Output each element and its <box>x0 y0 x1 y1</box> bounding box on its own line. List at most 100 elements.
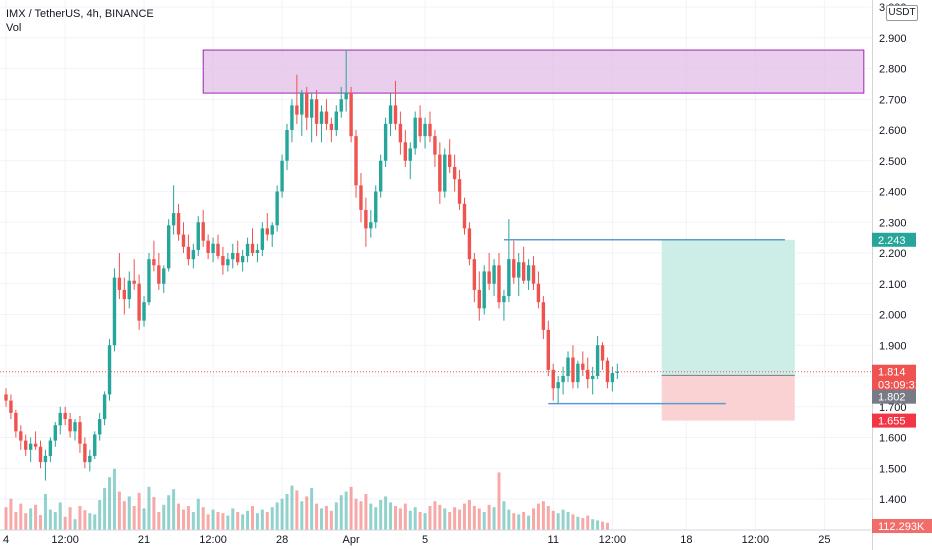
candle-body[interactable] <box>452 166 457 180</box>
candle-body[interactable] <box>255 249 260 253</box>
candle-body[interactable] <box>448 154 452 167</box>
candle-body[interactable] <box>152 259 156 266</box>
candle-body[interactable] <box>393 105 398 124</box>
candle-body[interactable] <box>250 243 255 253</box>
candle-body[interactable] <box>162 268 166 284</box>
candle-body[interactable] <box>462 203 467 229</box>
candle-body[interactable] <box>531 265 536 284</box>
candle-body[interactable] <box>181 234 186 247</box>
candle-body[interactable] <box>265 228 269 235</box>
candle-body[interactable] <box>403 142 408 161</box>
candle-body[interactable] <box>472 259 477 290</box>
candle-body[interactable] <box>438 154 442 192</box>
price-axis[interactable] <box>872 0 932 550</box>
candle-body[interactable] <box>443 154 447 192</box>
candle-body[interactable] <box>97 419 102 435</box>
candle-body[interactable] <box>236 253 240 263</box>
candle-body[interactable] <box>349 93 353 137</box>
candle-body[interactable] <box>211 243 215 253</box>
candle-body[interactable] <box>408 148 412 161</box>
candle-body[interactable] <box>196 222 200 250</box>
candle-body[interactable] <box>536 283 541 303</box>
candle-body[interactable] <box>240 256 245 263</box>
candle-body[interactable] <box>388 105 393 124</box>
candle-body[interactable] <box>171 213 176 226</box>
candle-body[interactable] <box>157 265 161 284</box>
candle-body[interactable] <box>526 265 531 281</box>
candle-body[interactable] <box>546 329 550 370</box>
candle-body[interactable] <box>334 111 339 130</box>
candle-body[interactable] <box>586 369 590 380</box>
candle-body[interactable] <box>590 376 595 380</box>
candle-body[interactable] <box>68 419 72 432</box>
candle-body[interactable] <box>300 93 304 115</box>
candle-body[interactable] <box>73 422 77 432</box>
candle-body[interactable] <box>78 422 82 444</box>
candle-body[interactable] <box>93 434 97 456</box>
candle-body[interactable] <box>191 249 196 260</box>
candle-body[interactable] <box>561 376 565 383</box>
candle-body[interactable] <box>216 243 220 257</box>
candle-body[interactable] <box>482 271 486 309</box>
candle-body[interactable] <box>354 136 358 186</box>
candle-body[interactable] <box>571 357 575 383</box>
candle-body[interactable] <box>576 363 580 383</box>
candle-body[interactable] <box>147 259 151 303</box>
candle-body[interactable] <box>551 369 555 389</box>
candle-body[interactable] <box>221 256 225 266</box>
candle-body[interactable] <box>457 179 462 204</box>
candle-body[interactable] <box>295 105 299 115</box>
long-position-profit-zone[interactable] <box>661 239 795 376</box>
candle-body[interactable] <box>142 302 146 321</box>
candle-body[interactable] <box>615 371 620 373</box>
candle-body[interactable] <box>319 111 324 124</box>
candle-body[interactable] <box>329 123 334 130</box>
candle-body[interactable] <box>507 259 511 297</box>
candle-body[interactable] <box>186 246 191 260</box>
candle-body[interactable] <box>53 425 57 441</box>
candle-body[interactable] <box>374 191 378 223</box>
candle-body[interactable] <box>275 191 279 226</box>
currency-unit-button[interactable]: USDT <box>886 5 918 21</box>
candle-body[interactable] <box>305 93 309 118</box>
symbol-title[interactable]: IMX / TetherUS, 4h, BINANCE <box>6 8 154 20</box>
candle-body[interactable] <box>600 345 605 361</box>
candle-body[interactable] <box>14 412 18 432</box>
candle-body[interactable] <box>122 289 127 300</box>
candle-body[interactable] <box>260 228 265 250</box>
candle-body[interactable] <box>58 412 62 426</box>
long-position-stop-zone[interactable] <box>661 375 795 421</box>
candle-body[interactable] <box>88 455 92 463</box>
candle-body[interactable] <box>492 265 496 284</box>
candle-body[interactable] <box>383 123 388 161</box>
candle-body[interactable] <box>378 160 383 192</box>
candle-body[interactable] <box>605 360 610 383</box>
candle-body[interactable] <box>512 259 516 278</box>
candle-body[interactable] <box>226 259 230 266</box>
candle-body[interactable] <box>428 123 432 137</box>
candle-body[interactable] <box>413 117 417 149</box>
candle-body[interactable] <box>127 280 131 300</box>
candle-body[interactable] <box>117 277 122 290</box>
resistance-zone-rectangle[interactable] <box>202 49 865 94</box>
candle-body[interactable] <box>309 99 314 118</box>
candle-body[interactable] <box>176 213 181 235</box>
candle-body[interactable] <box>581 363 585 370</box>
candle-body[interactable] <box>38 446 43 463</box>
candle-body[interactable] <box>166 225 171 269</box>
candle-body[interactable] <box>418 117 422 137</box>
candle-body[interactable] <box>502 296 506 303</box>
candle-body[interactable] <box>201 222 205 241</box>
candle-body[interactable] <box>290 105 294 130</box>
candle-body[interactable] <box>19 431 23 441</box>
candle-body[interactable] <box>369 222 373 229</box>
candle-body[interactable] <box>137 283 141 321</box>
candle-body[interactable] <box>610 372 615 383</box>
candle-body[interactable] <box>521 262 526 281</box>
candle-body[interactable] <box>83 443 87 463</box>
candle-body[interactable] <box>285 130 289 161</box>
candle-body[interactable] <box>48 440 53 456</box>
candle-body[interactable] <box>24 440 28 450</box>
